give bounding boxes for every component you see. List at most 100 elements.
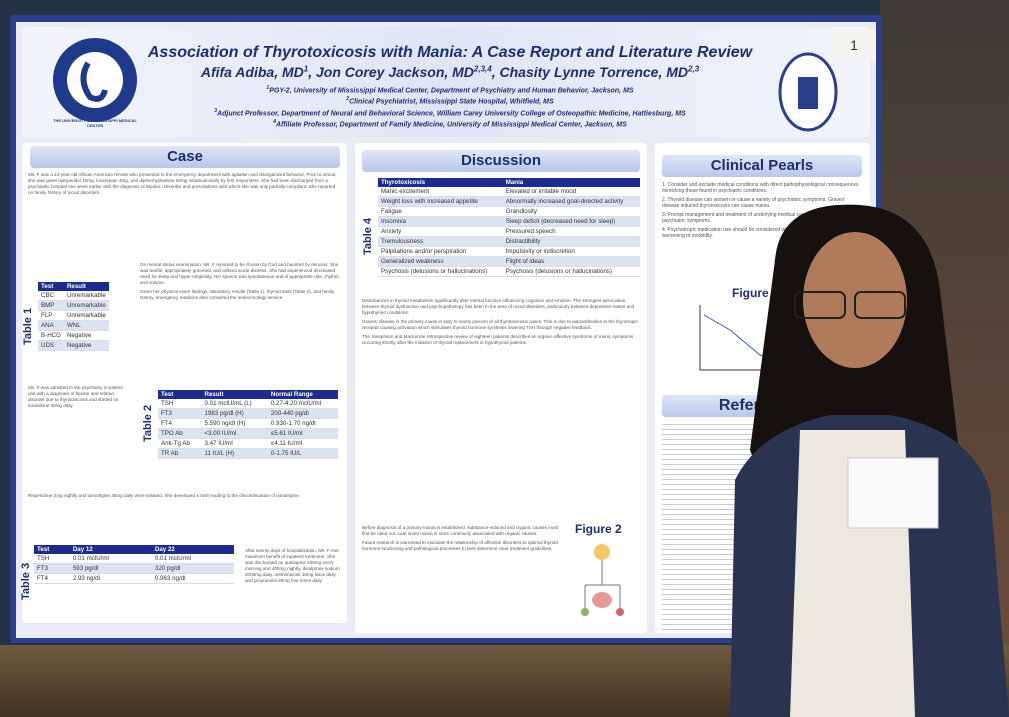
name-badge (847, 457, 939, 529)
table-cell: Grandiosity (502, 206, 640, 217)
table-cell: UDS (38, 340, 64, 351)
table-label: Table 3 (20, 562, 32, 600)
table-row: Generalized weakness Flight of ideas (378, 256, 640, 267)
table-row: TPO Ab <3.00 IU/ml ≤5.61 IU/ml (158, 428, 338, 439)
paragraph: Before diagnosis of a primary mania is e… (362, 525, 559, 536)
affiliation: 3Adjunct Professor, Department of Neural… (150, 107, 750, 118)
table-row: FT4 5.590 ng/dl (H) 0.930-1.70 ng/dl (158, 418, 338, 429)
table-header-cell: Test (38, 282, 64, 291)
glasses (854, 291, 906, 319)
paragraph: The Josephson and Mackenzie retrospectiv… (362, 334, 634, 345)
table-row: Insomnia Sleep deficit (decreased need fo… (378, 216, 640, 227)
table-cell: <3.00 IU/ml (201, 428, 268, 439)
table-row: Anxiety Pressured speech (378, 226, 640, 237)
table-header-cell: Result (201, 390, 268, 399)
paragraph: After twenty days of hospitalization, Ms… (245, 548, 340, 583)
table-cell: 0.01 mclU/ml (69, 554, 152, 564)
table-header-cell: Day 22 (151, 545, 234, 554)
table-cell: 5.590 ng/dl (H) (201, 418, 268, 429)
table-header-cell: Test (158, 390, 202, 399)
table-cell: 1983 pg/dl (H) (201, 408, 268, 419)
paragraph: Graves' disease is the primary cause in … (362, 319, 638, 330)
author-name: Afifa Adiba, MD (200, 64, 304, 80)
table-cell: 3.47 IU/ml (201, 438, 268, 449)
logo (53, 38, 137, 122)
data-table: Test Result Normal Range TSH 0.01 mclU/mL (L… (158, 390, 338, 459)
logo-text: THE UNIVERSITY OF MISSISSIPPI MEDICAL CE… (53, 118, 137, 128)
table-cell: ANA (38, 320, 64, 331)
affiliation: 4Affiliate Professor, Department of Fami… (150, 118, 750, 129)
table-cell: TSH (158, 399, 202, 409)
table-cell: Unremarkable (63, 300, 109, 311)
affiliation-sup: 2 (346, 96, 350, 103)
logo-center (67, 52, 123, 108)
paragraph: On mental status examination, Ms. F repo… (140, 262, 340, 285)
paragraph: 2. Thyroid disease can worsen or cause a… (662, 197, 846, 209)
table-cell: Distractibility (502, 236, 640, 247)
table-cell: Fatigue (378, 206, 503, 217)
sticker: 1 (832, 30, 876, 60)
figure-2 (581, 544, 624, 616)
table-row: TSH 0.01 mclU/mL (L) 0.27-4.20 mclU/ml (158, 399, 338, 409)
figure-node (581, 608, 589, 616)
affiliation-text: Adjunct Professor, Department of Neural … (217, 109, 686, 117)
table-row: FLP Unremarkable (38, 310, 109, 321)
pearls-text: 1. Consider and exclude medical conditio… (662, 182, 862, 282)
table-cell: B-HCG (38, 330, 64, 341)
table-header-row: Test Result Normal Range (158, 390, 338, 399)
table-header-cell: Test (34, 545, 70, 554)
table-row: ANA WNL (38, 320, 109, 331)
table-header-cell: Thyrotoxicosis (378, 178, 503, 187)
table-cell: Unremarkable (63, 310, 109, 321)
table-cell: 0.01 mclU/ml (151, 554, 234, 564)
data-table: Test Day 12 Day 22 TSH 0.01 mclU/ml 0.01 mclU… (34, 545, 234, 584)
affiliation-sup: 3 (214, 107, 218, 114)
paragraph: 3. Prompt management and treatment of un… (662, 212, 846, 224)
table-cell: ≤5.61 IU/ml (267, 428, 338, 439)
table-cell: Unremarkable (63, 291, 109, 301)
table-header-row: Test Day 12 Day 22 (34, 545, 234, 554)
case-heading: Case (30, 146, 340, 168)
affiliation: 1PGY-2, University of Mississippi Medica… (150, 84, 750, 95)
table-cell: 593 pg/dl (69, 563, 152, 574)
table-header-cell: Normal Range (267, 390, 338, 399)
table-wrap: Thyrotoxicosis Mania Manic excitement Eleva… (378, 178, 640, 277)
table-wrap: Test Day 12 Day 22 TSH 0.01 mclU/ml 0.01 mclU… (34, 545, 234, 584)
table-wrap: Test Result CBC Unremarkable BMP Unremarkable… (38, 282, 109, 351)
table-row: CBC Unremarkable (38, 291, 109, 301)
table-row: UDS Negative (38, 340, 109, 351)
table-cell: Negative (63, 330, 109, 341)
affiliation-text: Affiliate Professor, Department of Famil… (276, 121, 627, 129)
table-cell: 0.01 mclU/mL (L) (201, 399, 268, 409)
table-row: FT4 2.93 ng/dl 0.963 ng/dl (34, 573, 234, 584)
seal (778, 52, 838, 132)
table-row: Fatigue Grandiosity (378, 206, 640, 217)
case-text: After twenty days of hospitalization, Ms… (245, 548, 340, 618)
table-cell: Weight loss with increased appetite (378, 196, 503, 207)
table-header-cell: Day 12 (69, 545, 152, 554)
table-label: Table 4 (362, 217, 374, 255)
table-cell: Elevated or irritable mood (502, 187, 640, 197)
table-header-row: Test Result (38, 282, 109, 291)
figure-arrows (584, 560, 621, 610)
table-cell: Anti-Tg Ab (158, 438, 202, 449)
figure-node (616, 608, 624, 616)
author-name: Jon Corey Jackson, MD (315, 64, 474, 80)
author-name: Chasity Lynne Torrence, MD (499, 64, 689, 80)
table-row: TSH 0.01 mclU/ml 0.01 mclU/ml (34, 554, 234, 564)
table-cell: BMP (38, 300, 64, 311)
affiliations: 1PGY-2, University of Mississippi Medica… (150, 84, 750, 129)
author-sup: 1 (303, 64, 309, 74)
table-cell: 320 pg/dl (151, 563, 234, 574)
table-row: BMP Unremarkable (38, 300, 109, 311)
discussion-text: Disturbances in thyroid metabolism signi… (362, 298, 640, 523)
table-cell: TPO Ab (158, 428, 202, 439)
paragraph: Given her physical exam findings, labora… (140, 289, 335, 300)
table-cell: Negative (63, 340, 109, 351)
table-row: Psychosis (delusions or hallucinations) P… (378, 266, 640, 277)
table-cell: FT3 (158, 408, 202, 419)
table-row: Weight loss with increased appetite Abnor… (378, 196, 640, 207)
table-cell: Impulsivity or indiscretion (502, 246, 640, 257)
paragraph: Ms. F was admitted to the psychiatry in-… (28, 385, 123, 408)
